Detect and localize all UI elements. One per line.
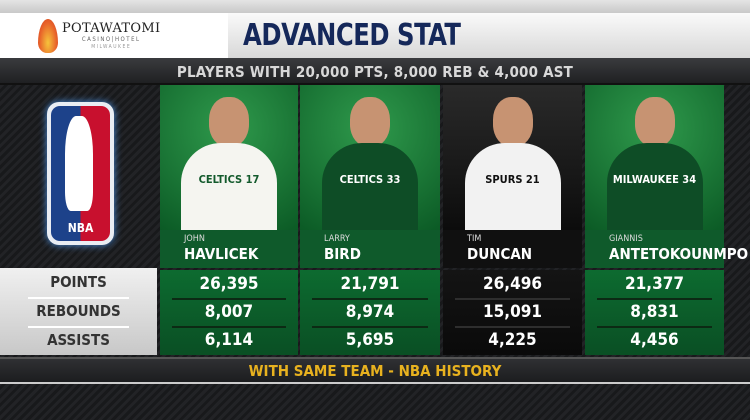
- stat-points: 26,395: [199, 274, 259, 294]
- player-column: CELTICS 33 LARRY BIRD 21,791 8,974 5,695: [300, 85, 440, 355]
- footer-text: WITH SAME TEAM - NBA HISTORY: [248, 362, 502, 380]
- subtitle: PLAYERS WITH 20,000 PTS, 8,000 REB & 4,0…: [176, 63, 574, 81]
- jersey-text: CELTICS 33: [339, 173, 401, 186]
- player-photo: MILWAUKEE 34: [585, 85, 724, 230]
- player-last-name: ANTETOKOUNMPO: [609, 245, 749, 263]
- flame-icon: [38, 18, 58, 53]
- stat-assists: 4,225: [443, 326, 582, 354]
- player-photo: CELTICS 33: [300, 85, 440, 230]
- player-column: SPURS 21 TIM DUNCAN 26,496 15,091 4,225: [443, 85, 582, 355]
- stat-rebounds: 8,974: [300, 298, 440, 326]
- stat-points: 26,496: [482, 274, 543, 294]
- player-stats: 26,496 15,091 4,225: [443, 270, 582, 355]
- sponsor-logo: POTAWATOMI CASINO|HOTEL MILWAUKEE: [0, 13, 228, 58]
- player-first-name: TIM: [467, 234, 482, 244]
- player-photo: SPURS 21: [443, 85, 582, 230]
- sponsor-line3: MILWAUKEE: [91, 43, 132, 50]
- player-name: GIANNIS ANTETOKOUNMPO: [585, 230, 749, 268]
- footer-bar: WITH SAME TEAM - NBA HISTORY: [0, 357, 750, 384]
- player-stats: 26,395 8,007 6,114: [160, 270, 298, 355]
- stat-rebounds: 8,831: [585, 298, 724, 326]
- label-rebounds: REBOUNDS: [0, 297, 157, 326]
- page-title: ADVANCED STAT: [243, 18, 461, 53]
- stat-rebounds: 8,007: [160, 298, 298, 326]
- stat-labels: POINTS REBOUNDS ASSISTS: [0, 268, 157, 355]
- label-points: POINTS: [50, 273, 107, 291]
- jersey-text: CELTICS 17: [198, 173, 260, 186]
- subtitle-bar: PLAYERS WITH 20,000 PTS, 8,000 REB & 4,0…: [0, 58, 750, 85]
- player-last-name: BIRD: [324, 245, 361, 263]
- player-last-name: DUNCAN: [467, 245, 533, 263]
- label-assists: ASSISTS: [0, 326, 157, 355]
- stat-rebounds: 15,091: [443, 298, 582, 326]
- player-name: JOHN HAVLICEK: [160, 230, 298, 268]
- player-first-name: LARRY: [324, 234, 350, 244]
- player-column: MILWAUKEE 34 GIANNIS ANTETOKOUNMPO 21,37…: [585, 85, 749, 355]
- player-photo: CELTICS 17: [160, 85, 298, 230]
- sponsor-line2: CASINO|HOTEL: [81, 35, 141, 43]
- stat-assists: 4,456: [585, 326, 724, 354]
- player-stats: 21,377 8,831 4,456: [585, 270, 724, 355]
- player-name: LARRY BIRD: [300, 230, 440, 268]
- jersey-text: MILWAUKEE 34: [612, 173, 697, 186]
- player-column: CELTICS 17 JOHN HAVLICEK 26,395 8,007 6,…: [160, 85, 298, 355]
- stat-points: 21,377: [624, 274, 685, 294]
- nba-logo: NBA: [47, 102, 114, 245]
- jersey-text: SPURS 21: [485, 173, 540, 186]
- player-last-name: HAVLICEK: [184, 245, 259, 263]
- stat-points: 21,791: [340, 274, 400, 294]
- stat-assists: 5,695: [300, 326, 440, 354]
- stat-assists: 6,114: [160, 326, 298, 354]
- player-first-name: GIANNIS: [609, 234, 643, 244]
- sponsor-name: POTAWATOMI: [62, 20, 161, 36]
- header: POTAWATOMI CASINO|HOTEL MILWAUKEE ADVANC…: [0, 13, 750, 58]
- top-strip: [0, 0, 750, 13]
- player-stats: 21,791 8,974 5,695: [300, 270, 440, 355]
- player-name: TIM DUNCAN: [443, 230, 582, 268]
- player-first-name: JOHN: [184, 234, 205, 244]
